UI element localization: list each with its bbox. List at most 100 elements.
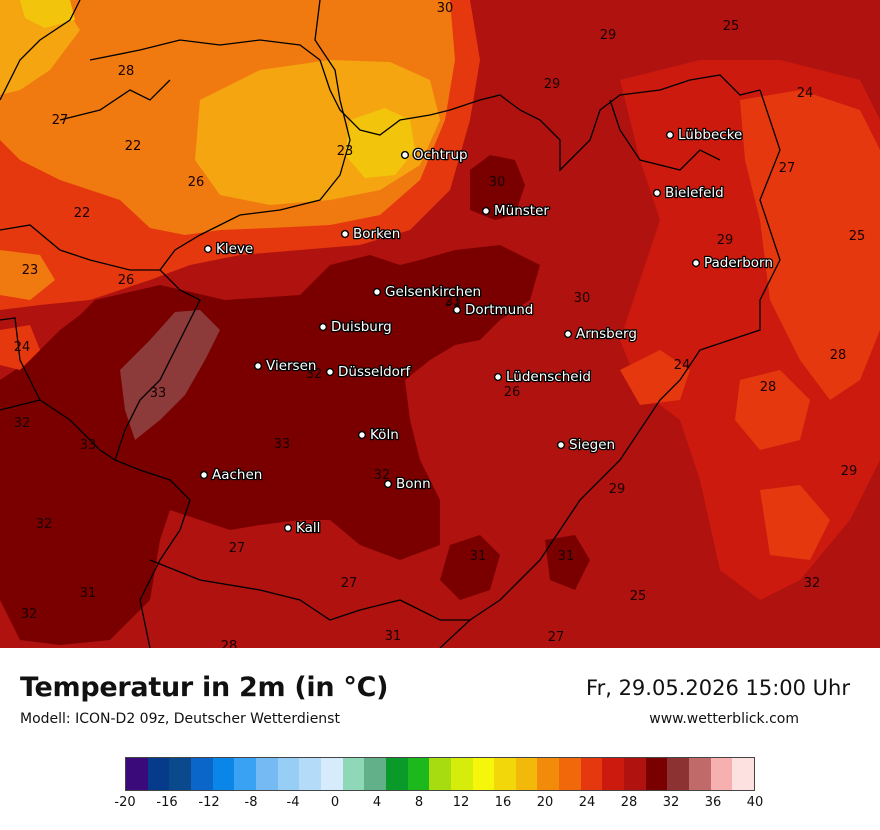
- scale-swatch: [624, 758, 646, 790]
- scale-tick-label: -16: [156, 795, 177, 810]
- isoline-label: 26: [188, 175, 205, 190]
- scale-swatch: [516, 758, 538, 790]
- scale-swatch: [364, 758, 386, 790]
- scale-swatch: [191, 758, 213, 790]
- city-dortmund: Dortmund: [454, 302, 534, 318]
- scale-tick-label: 0: [331, 795, 339, 810]
- scale-swatch: [343, 758, 365, 790]
- scale-tick-label: 12: [453, 795, 470, 810]
- isoline-label: 30: [574, 291, 591, 306]
- scale-swatch: [321, 758, 343, 790]
- city-paderborn: Paderborn: [693, 255, 773, 271]
- scale-swatch: [299, 758, 321, 790]
- scale-swatch: [711, 758, 733, 790]
- scale-tick-label: 36: [705, 795, 722, 810]
- city-label: Ochtrup: [413, 147, 468, 163]
- city-dot: [565, 331, 572, 338]
- city-label: Gelsenkirchen: [385, 284, 481, 300]
- city-label: Borken: [353, 226, 400, 242]
- map-title: Temperatur in 2m (in °C): [20, 672, 388, 703]
- website-link[interactable]: www.wetterblick.com: [649, 711, 799, 727]
- city-label: Kall: [296, 520, 320, 536]
- scale-swatch: [256, 758, 278, 790]
- isoline-label: 23: [22, 263, 39, 278]
- scale-swatch: [386, 758, 408, 790]
- isoline-label: 28: [830, 348, 847, 363]
- scale-tick-label: 4: [373, 795, 381, 810]
- scale-swatch: [473, 758, 495, 790]
- city-label: Siegen: [569, 437, 615, 453]
- city-bielefeld: Bielefeld: [654, 185, 724, 201]
- scale-swatch: [537, 758, 559, 790]
- isoline-label: 28: [118, 64, 135, 79]
- isoline-label: 26: [118, 273, 135, 288]
- city-label: Arnsberg: [576, 326, 637, 342]
- isoline-label: 29: [609, 482, 626, 497]
- isoline-label: 25: [723, 19, 740, 34]
- city-lüdenscheid: Lüdenscheid: [495, 369, 591, 385]
- city-dot: [205, 246, 212, 253]
- isoline-label: 25: [630, 589, 647, 604]
- scale-swatch: [126, 758, 148, 790]
- city-label: Lübbecke: [678, 127, 742, 143]
- city-label: Viersen: [266, 358, 316, 374]
- city-dot: [327, 369, 334, 376]
- scale-swatch: [559, 758, 581, 790]
- isoline-label: 32: [14, 416, 31, 431]
- isoline-label: 33: [80, 438, 97, 453]
- scale-swatch: [148, 758, 170, 790]
- city-dot: [693, 260, 700, 267]
- city-lübbecke: Lübbecke: [667, 127, 743, 143]
- city-label: Bonn: [396, 476, 431, 492]
- isoline-label: 29: [717, 233, 734, 248]
- scale-swatch: [429, 758, 451, 790]
- isoline-label: 22: [125, 139, 142, 154]
- city-dot: [454, 307, 461, 314]
- isoline-label: 31: [80, 586, 97, 601]
- city-dot: [285, 525, 292, 532]
- city-label: Lüdenscheid: [506, 369, 591, 385]
- isoline-label: 31: [385, 629, 402, 644]
- scale-swatch: [278, 758, 300, 790]
- isoline-label: 27: [52, 113, 69, 128]
- city-dot: [402, 152, 409, 159]
- isoline-label: 26: [504, 385, 521, 400]
- isoline-label: 29: [841, 464, 858, 479]
- scale-swatch: [451, 758, 473, 790]
- scale-swatch: [494, 758, 516, 790]
- city-dot: [495, 374, 502, 381]
- isoline-label: 22: [74, 206, 91, 221]
- city-label: Bielefeld: [665, 185, 724, 201]
- city-label: Duisburg: [331, 319, 392, 335]
- scale-swatch: [581, 758, 603, 790]
- scale-tick-label: 28: [621, 795, 638, 810]
- city-dot: [385, 481, 392, 488]
- scale-swatch: [689, 758, 711, 790]
- isoline-label: 32: [804, 576, 821, 591]
- city-label: Köln: [370, 427, 399, 443]
- city-label: Düsseldorf: [338, 364, 411, 380]
- isoline-label: 29: [544, 77, 561, 92]
- city-dot: [654, 190, 661, 197]
- color-scale: [125, 757, 755, 791]
- scale-tick-label: 20: [537, 795, 554, 810]
- isoline-label: 27: [341, 576, 358, 591]
- city-label: Paderborn: [704, 255, 773, 271]
- scale-swatch: [667, 758, 689, 790]
- scale-tick-label: 8: [415, 795, 423, 810]
- isoline-label: 28: [221, 639, 238, 648]
- city-dot: [359, 432, 366, 439]
- scale-swatch: [732, 758, 754, 790]
- isoline-label: 24: [674, 358, 691, 373]
- scale-swatch: [408, 758, 430, 790]
- city-label: Dortmund: [465, 302, 533, 318]
- city-dot: [342, 231, 349, 238]
- isoline-label: 33: [274, 437, 291, 452]
- scale-swatch: [234, 758, 256, 790]
- city-label: Kleve: [216, 241, 253, 257]
- city-gelsenkirchen: Gelsenkirchen: [374, 284, 481, 300]
- isoline-label: 32: [21, 607, 38, 622]
- scale-swatch: [213, 758, 235, 790]
- city-dot: [483, 208, 490, 215]
- scale-tick-label: -12: [198, 795, 219, 810]
